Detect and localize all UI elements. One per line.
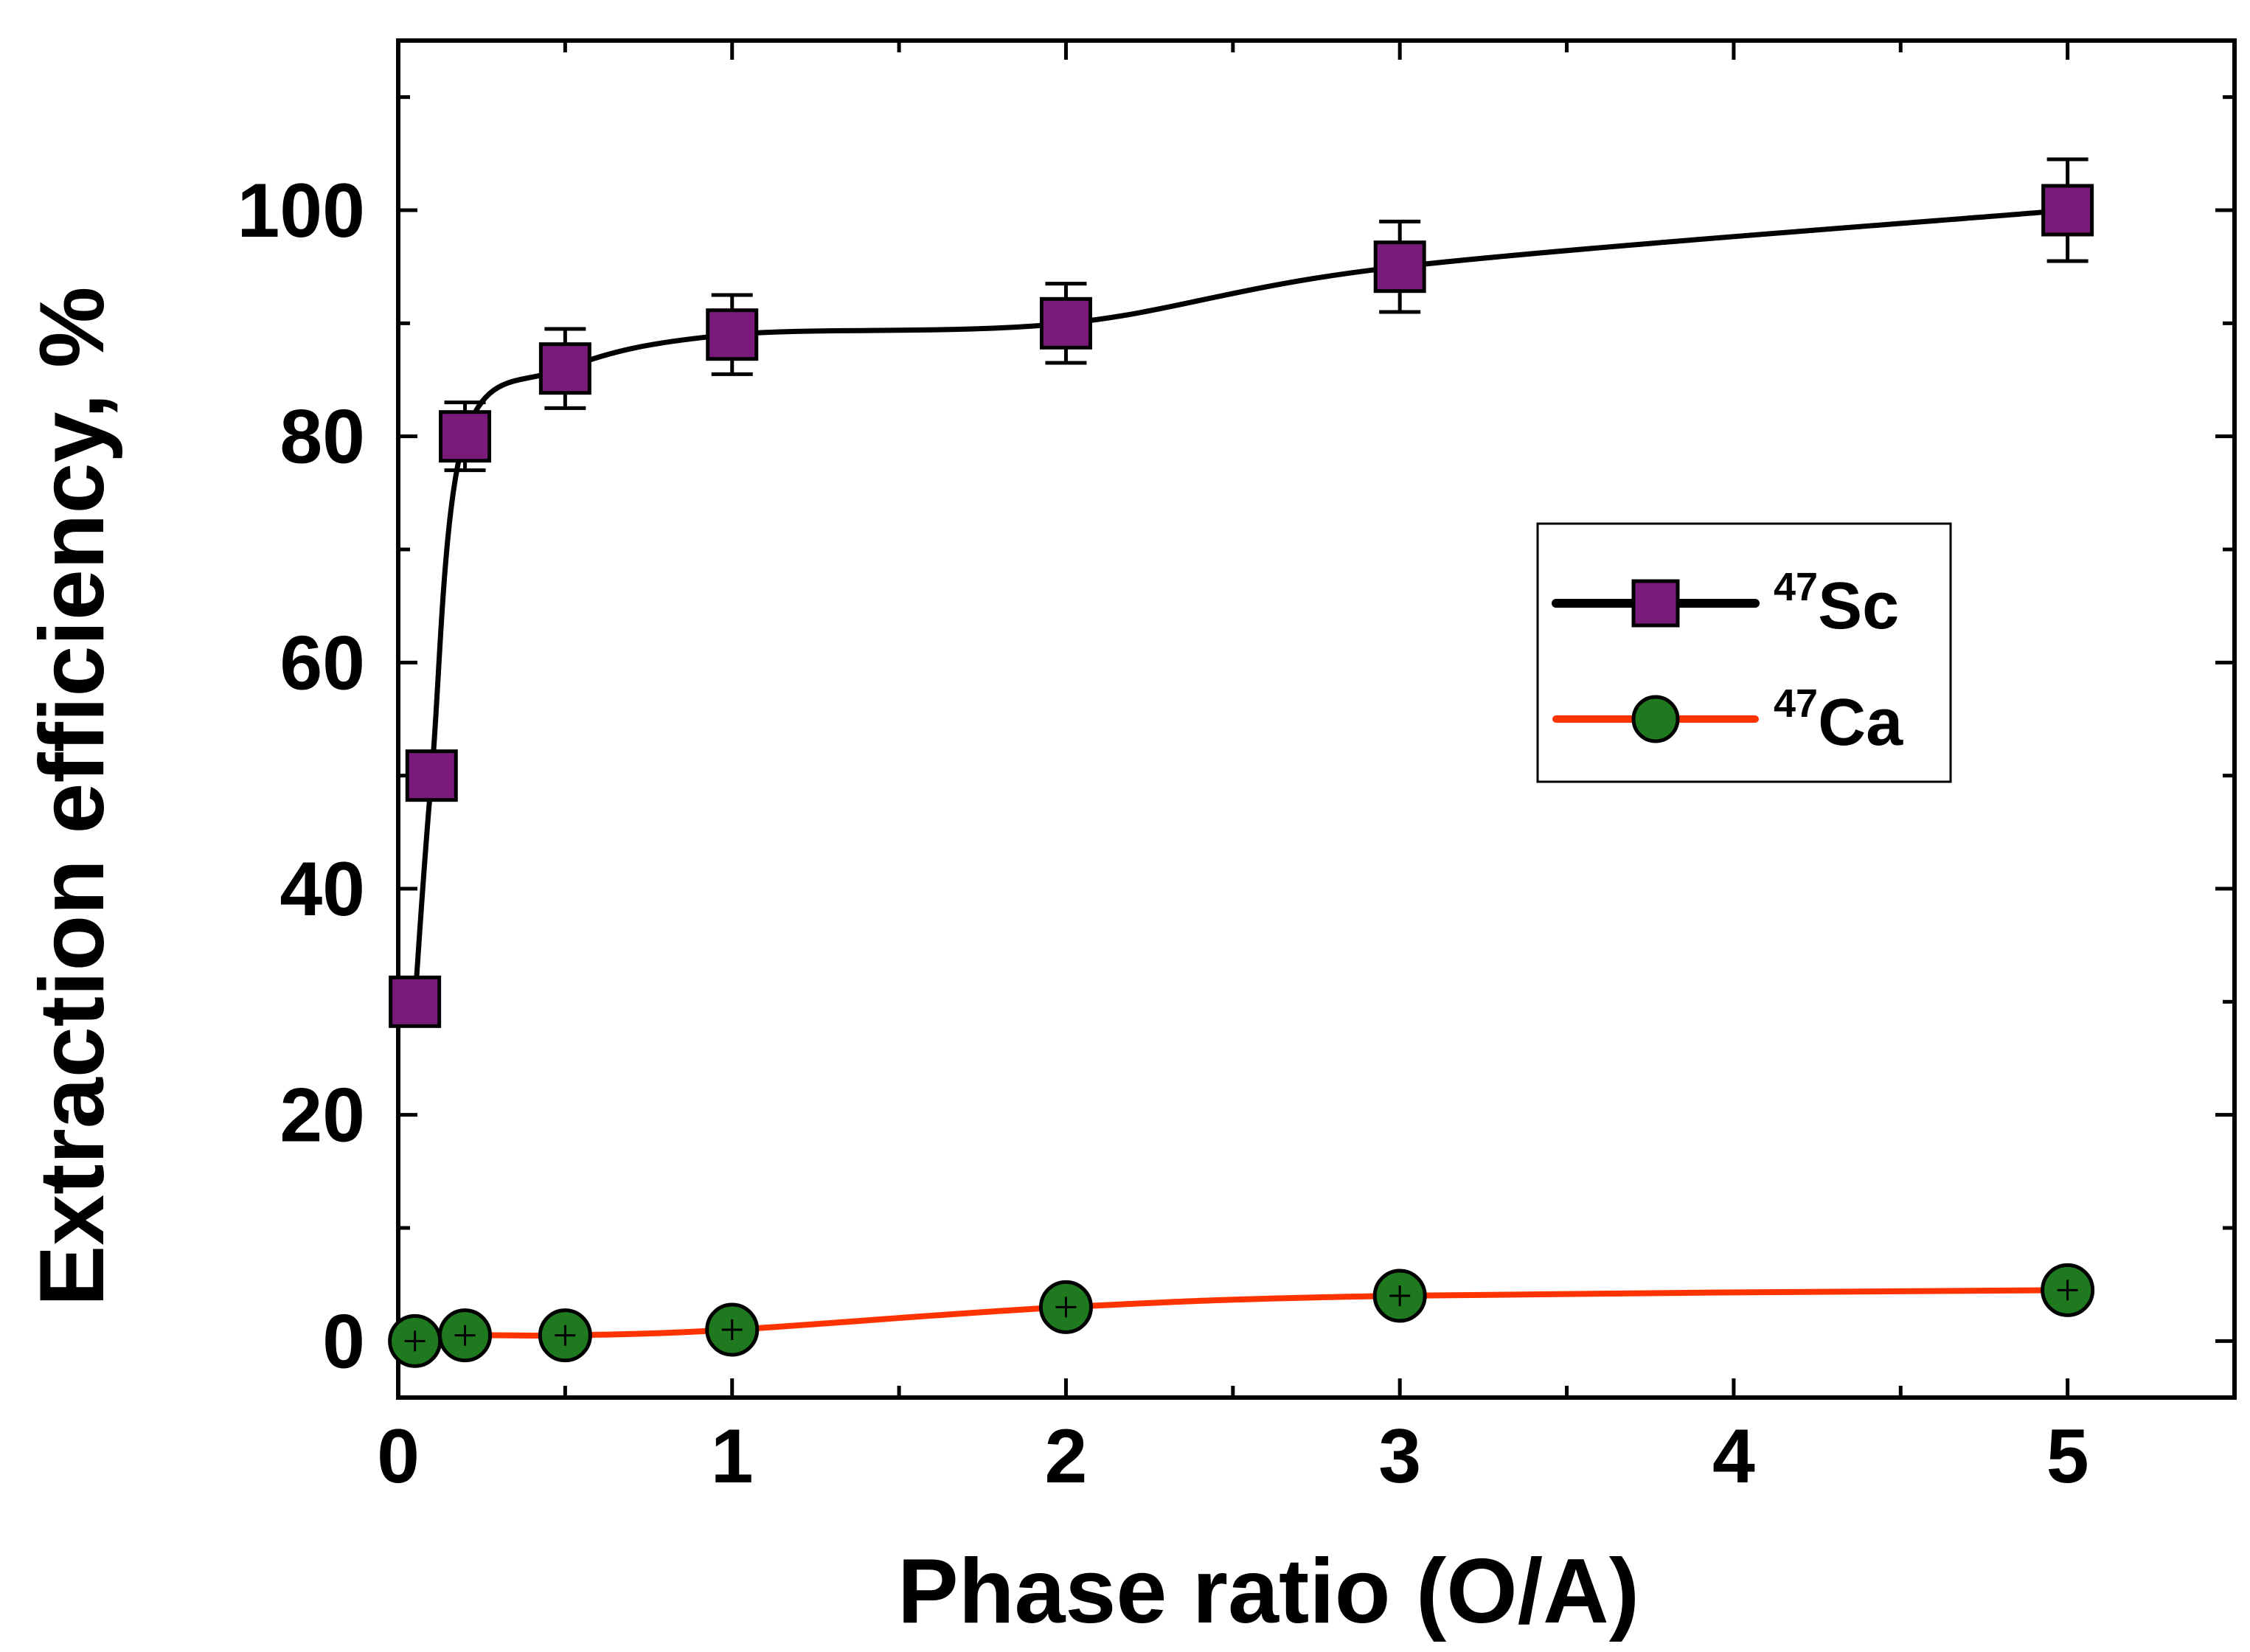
series-line-ca bbox=[414, 1287, 2068, 1344]
series-layer bbox=[388, 157, 2095, 1368]
x-tick-label: 1 bbox=[711, 1414, 754, 1499]
x-tick-label: 2 bbox=[1045, 1414, 1088, 1499]
data-point-sc bbox=[1373, 240, 1426, 294]
y-tick-label: 20 bbox=[279, 1073, 365, 1159]
data-point-sc bbox=[389, 975, 442, 1028]
data-point-sc bbox=[439, 410, 492, 463]
y-tick-label: 0 bbox=[322, 1299, 365, 1384]
x-tick-label: 4 bbox=[1712, 1414, 1755, 1499]
x-tick-label: 3 bbox=[1378, 1414, 1421, 1499]
y-tick-label: 80 bbox=[279, 395, 365, 480]
y-axis-ticks: 0 20 40 60 80 100 bbox=[237, 95, 2235, 1384]
series-ca bbox=[388, 1263, 2095, 1368]
legend-item-sc: 47Sc bbox=[1552, 565, 1899, 643]
data-point-sc bbox=[2041, 184, 2094, 237]
y-tick-label: 60 bbox=[279, 620, 365, 706]
legend-marker-ca bbox=[1631, 695, 1680, 743]
data-point-sc bbox=[405, 749, 458, 802]
legend-box bbox=[1536, 522, 1952, 783]
y-tick-label: 40 bbox=[279, 847, 365, 932]
legend: 47Sc 47Ca bbox=[1536, 522, 1952, 783]
legend-marker-sc bbox=[1631, 579, 1680, 628]
data-point-sc bbox=[1039, 296, 1092, 350]
data-point-sc bbox=[706, 308, 759, 361]
x-axis-ticks: 0 1 2 3 4 5 bbox=[377, 41, 2237, 1499]
plot-frame bbox=[396, 38, 2237, 1400]
legend-label-ca: 47Ca bbox=[1774, 681, 1903, 760]
x-tick-label: 5 bbox=[2046, 1414, 2089, 1499]
legend-sup-ca: 47 bbox=[1774, 681, 1818, 726]
legend-item-ca: 47Ca bbox=[1552, 681, 1903, 760]
y-tick-label: 100 bbox=[237, 168, 365, 254]
data-point-sc bbox=[538, 342, 591, 395]
legend-sup-sc: 47 bbox=[1774, 565, 1818, 609]
y-axis-title: Extraction efficiency, % bbox=[21, 287, 123, 1307]
series-sc bbox=[389, 157, 2094, 1028]
legend-symbol-ca: Ca bbox=[1818, 686, 1903, 760]
x-axis-title: Phase ratio (O/A) bbox=[897, 1541, 1639, 1642]
x-tick-label: 0 bbox=[377, 1414, 420, 1499]
legend-label-sc: 47Sc bbox=[1774, 565, 1899, 643]
plot-border bbox=[396, 38, 2237, 1400]
legend-symbol-sc: Sc bbox=[1818, 569, 1899, 643]
